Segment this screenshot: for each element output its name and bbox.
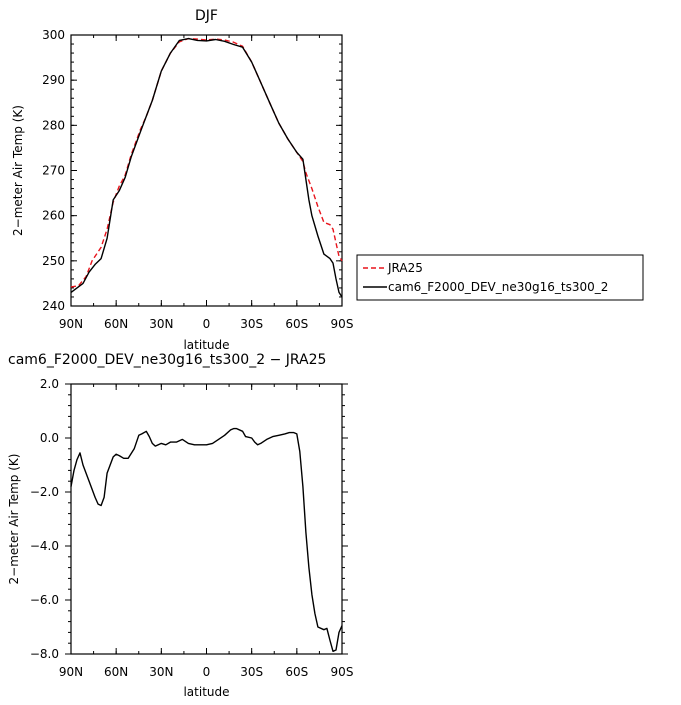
x-tick-label: 0 [203, 317, 211, 331]
y-axis-label: 2−meter Air Temp (K) [11, 105, 25, 236]
series-line-1 [70, 427, 343, 652]
x-tick-label: 0 [203, 665, 211, 679]
y-tick-label: −4.0 [30, 539, 59, 553]
legend-label-1: JRA25 [387, 261, 423, 275]
legend-box [356, 254, 644, 301]
x-tick-label: 30N [149, 665, 173, 679]
plot-frame [70, 34, 343, 307]
x-tick-label: 30N [149, 317, 173, 331]
y-tick-label: 260 [42, 209, 65, 223]
series-line-2 [70, 37, 343, 298]
x-tick-label: 90N [59, 665, 83, 679]
x-tick-label: 60S [285, 665, 308, 679]
x-tick-label: 90S [331, 665, 354, 679]
legend-label-2: cam6_F2000_DEV_ne30g16_ts300_2 [388, 280, 608, 294]
chart-title: cam6_F2000_DEV_ne30g16_ts300_2 − JRA25 [8, 352, 326, 368]
x-tick-label: 30S [240, 317, 263, 331]
y-tick-label: 250 [42, 254, 65, 268]
chart-panel-1: DJF 90N 60N 30N 0 30S 60S 90S 240 250 260 270 280 290… [11, 8, 644, 352]
x-tick-label: 90S [331, 317, 354, 331]
x-axis-label: latitude [183, 685, 229, 699]
x-axis-label: latitude [183, 338, 229, 352]
x-tick-label: 60N [104, 317, 128, 331]
y-axis-label: 2−meter Air Temp (K) [7, 454, 21, 585]
legend: JRA25 cam6_F2000_DEV_ne30g16_ts300_2 [356, 254, 644, 301]
y-tick-label: −6.0 [30, 593, 59, 607]
plot-frame [70, 383, 343, 655]
y-tick-label: 2.0 [40, 377, 59, 391]
chart-title: DJF [195, 8, 218, 24]
y-tick-label: 290 [42, 73, 65, 87]
y-tick-label: −8.0 [30, 647, 59, 661]
chart-panel-2: cam6_F2000_DEV_ne30g16_ts300_2 − JRA25 90… [7, 352, 353, 699]
y-tick-label: 270 [42, 164, 65, 178]
y-tick-label: 280 [42, 118, 65, 132]
x-tick-label: 90N [59, 317, 83, 331]
y-tick-label: 240 [42, 299, 65, 313]
x-tick-label: 30S [240, 665, 263, 679]
x-tick-label: 60N [104, 665, 128, 679]
y-tick-label: 0.0 [40, 431, 59, 445]
series-line-1 [70, 37, 343, 288]
x-tick-label: 60S [285, 317, 308, 331]
y-tick-label: 300 [42, 28, 65, 42]
y-tick-label: −2.0 [30, 485, 59, 499]
